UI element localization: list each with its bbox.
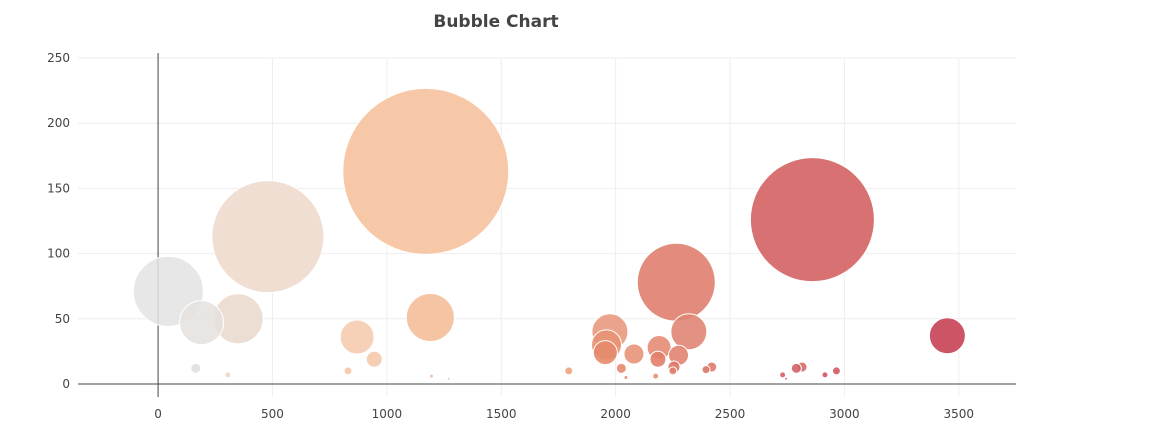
bubble-point: [428, 373, 434, 379]
bubble-point: [592, 340, 618, 366]
x-tick-label: 500: [261, 407, 284, 421]
y-tick-label: 200: [47, 116, 70, 130]
bubble-point: [779, 371, 787, 379]
bubble-point: [623, 374, 629, 380]
bubble-point: [224, 371, 232, 379]
bubble-point: [670, 313, 708, 351]
bubble-point: [615, 362, 627, 374]
x-tick-label: 2500: [715, 407, 746, 421]
bubble-point: [339, 319, 375, 355]
bubble-point: [342, 87, 510, 255]
x-tick-label: 1500: [486, 407, 517, 421]
y-tick-label: 50: [55, 312, 70, 326]
bubble-point: [831, 366, 841, 376]
x-tick-label: 3500: [944, 407, 975, 421]
bubble-point: [652, 372, 660, 380]
bubble-point: [446, 376, 451, 381]
bubble-point: [564, 366, 574, 376]
bubble-point: [649, 350, 667, 368]
x-tick-label: 1000: [372, 407, 403, 421]
bubble-point: [784, 376, 789, 381]
y-tick-label: 250: [47, 51, 70, 65]
bubble-point: [623, 343, 645, 365]
y-tick-label: 100: [47, 247, 70, 261]
bubble-point: [636, 242, 716, 322]
y-tick-label: 150: [47, 181, 70, 195]
bubble-layer: [132, 87, 966, 381]
x-tick-label: 2000: [600, 407, 631, 421]
bubble-point: [405, 292, 455, 342]
bubble-point: [211, 180, 325, 294]
bubble-point: [343, 366, 353, 376]
bubble-point: [749, 157, 875, 283]
bubble-point: [928, 317, 966, 355]
x-tick-label: 0: [154, 407, 162, 421]
bubble-point: [790, 362, 802, 374]
bubble-point: [701, 365, 711, 375]
bubble-point: [668, 366, 678, 376]
bubble-point: [190, 362, 202, 374]
chart-title: Bubble Chart: [433, 12, 558, 32]
y-tick-label: 0: [62, 377, 70, 391]
x-tick-label: 3000: [829, 407, 860, 421]
bubble-point: [365, 350, 383, 368]
axis-layer: [78, 53, 1016, 397]
bubble-point: [179, 300, 225, 346]
bubble-point: [821, 371, 829, 379]
